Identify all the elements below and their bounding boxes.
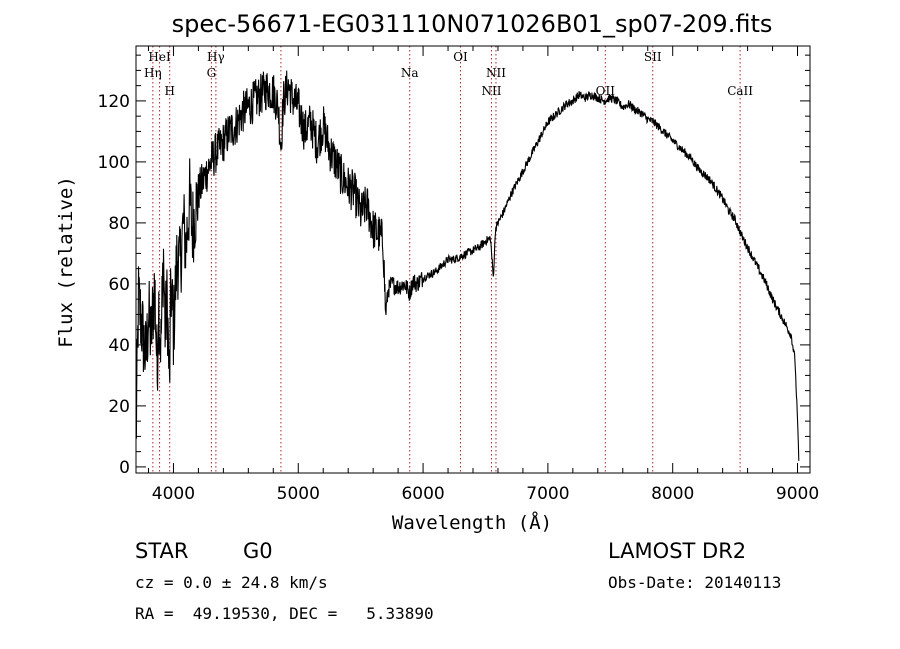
line-label-12: CaII [727,84,753,98]
y-tick-label: 60 [108,275,130,295]
spectral-line-labels: Hη HeI H G Hγ Na OI NII NII OII SII CaII [144,50,753,98]
observation-date: Obs-Date: 20140113 [608,573,782,592]
y-tick-label: 0 [119,458,130,478]
x-axis-label: Wavelength (Å) [392,511,552,534]
x-tick-label: 8000 [651,484,694,504]
sky-coordinates: RA = 49.19530, DEC = 5.33890 [135,604,434,623]
line-label-6: Na [401,66,419,80]
line-label-10: OII [596,84,616,98]
y-tick-label: 120 [98,92,130,112]
line-label-11: SII [644,50,662,64]
x-axis-ticks: 4000 5000 6000 7000 8000 9000 [147,46,819,504]
survey-name: LAMOST DR2 [608,539,747,563]
y-tick-label: 20 [108,397,130,417]
y-tick-label: 80 [108,214,130,234]
line-label-1: HeI [148,50,171,64]
line-label-9: NII [486,66,506,80]
line-label-0: Hη [144,66,162,80]
object-class: STAR [135,539,189,563]
redshift-cz: cz = 0.0 ± 24.8 km/s [135,573,328,592]
line-label-8: NII [481,84,501,98]
chart-title: spec-56671-EG031110N071026B01_sp07-209.f… [172,10,773,38]
plot-frame [135,45,811,474]
spectral-line-markers [152,46,741,473]
x-tick-label: 4000 [152,484,195,504]
line-label-4: Hγ [207,50,225,64]
y-tick-label: 40 [108,336,130,356]
object-subclass: G0 [243,539,273,563]
x-tick-label: 9000 [776,484,819,504]
x-tick-label: 5000 [277,484,320,504]
y-axis-ticks: 0 20 40 60 80 100 120 [98,54,810,478]
spectrum-line [135,70,800,461]
y-axis-label: Flux (relative) [55,176,77,348]
y-tick-label: 100 [98,153,130,173]
line-label-7: OI [453,50,468,64]
line-label-2: H [164,84,174,98]
line-label-3: G [207,66,217,80]
x-tick-label: 6000 [401,484,444,504]
x-tick-label: 7000 [526,484,569,504]
